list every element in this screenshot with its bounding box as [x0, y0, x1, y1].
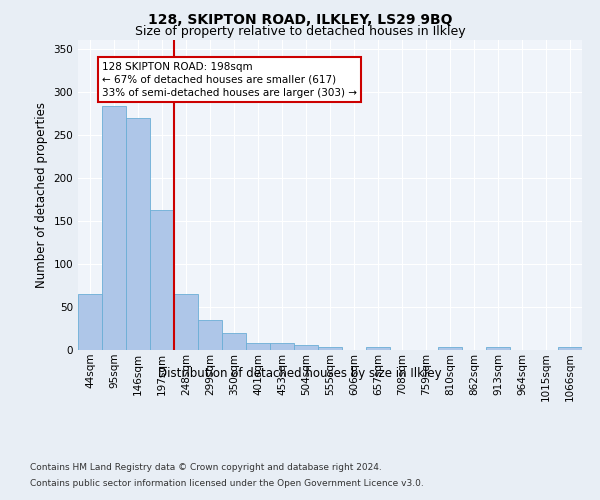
Bar: [486, 348, 510, 350]
Text: 128 SKIPTON ROAD: 198sqm
← 67% of detached houses are smaller (617)
33% of semi-: 128 SKIPTON ROAD: 198sqm ← 67% of detach…: [102, 62, 357, 98]
Bar: [102, 106, 126, 350]
Bar: [318, 346, 342, 350]
Bar: [558, 348, 582, 350]
Text: Distribution of detached houses by size in Ilkley: Distribution of detached houses by size …: [158, 368, 442, 380]
Text: 128, SKIPTON ROAD, ILKLEY, LS29 9BQ: 128, SKIPTON ROAD, ILKLEY, LS29 9BQ: [148, 12, 452, 26]
Y-axis label: Number of detached properties: Number of detached properties: [35, 102, 48, 288]
Bar: [246, 343, 270, 350]
Bar: [294, 345, 318, 350]
Bar: [198, 320, 222, 350]
Bar: [366, 348, 390, 350]
Text: Contains HM Land Registry data © Crown copyright and database right 2024.: Contains HM Land Registry data © Crown c…: [30, 462, 382, 471]
Bar: [438, 348, 462, 350]
Bar: [174, 294, 198, 350]
Text: Contains public sector information licensed under the Open Government Licence v3: Contains public sector information licen…: [30, 479, 424, 488]
Bar: [78, 294, 102, 350]
Bar: [222, 333, 246, 350]
Bar: [270, 343, 294, 350]
Text: Size of property relative to detached houses in Ilkley: Size of property relative to detached ho…: [134, 25, 466, 38]
Bar: [126, 118, 150, 350]
Bar: [150, 210, 174, 350]
